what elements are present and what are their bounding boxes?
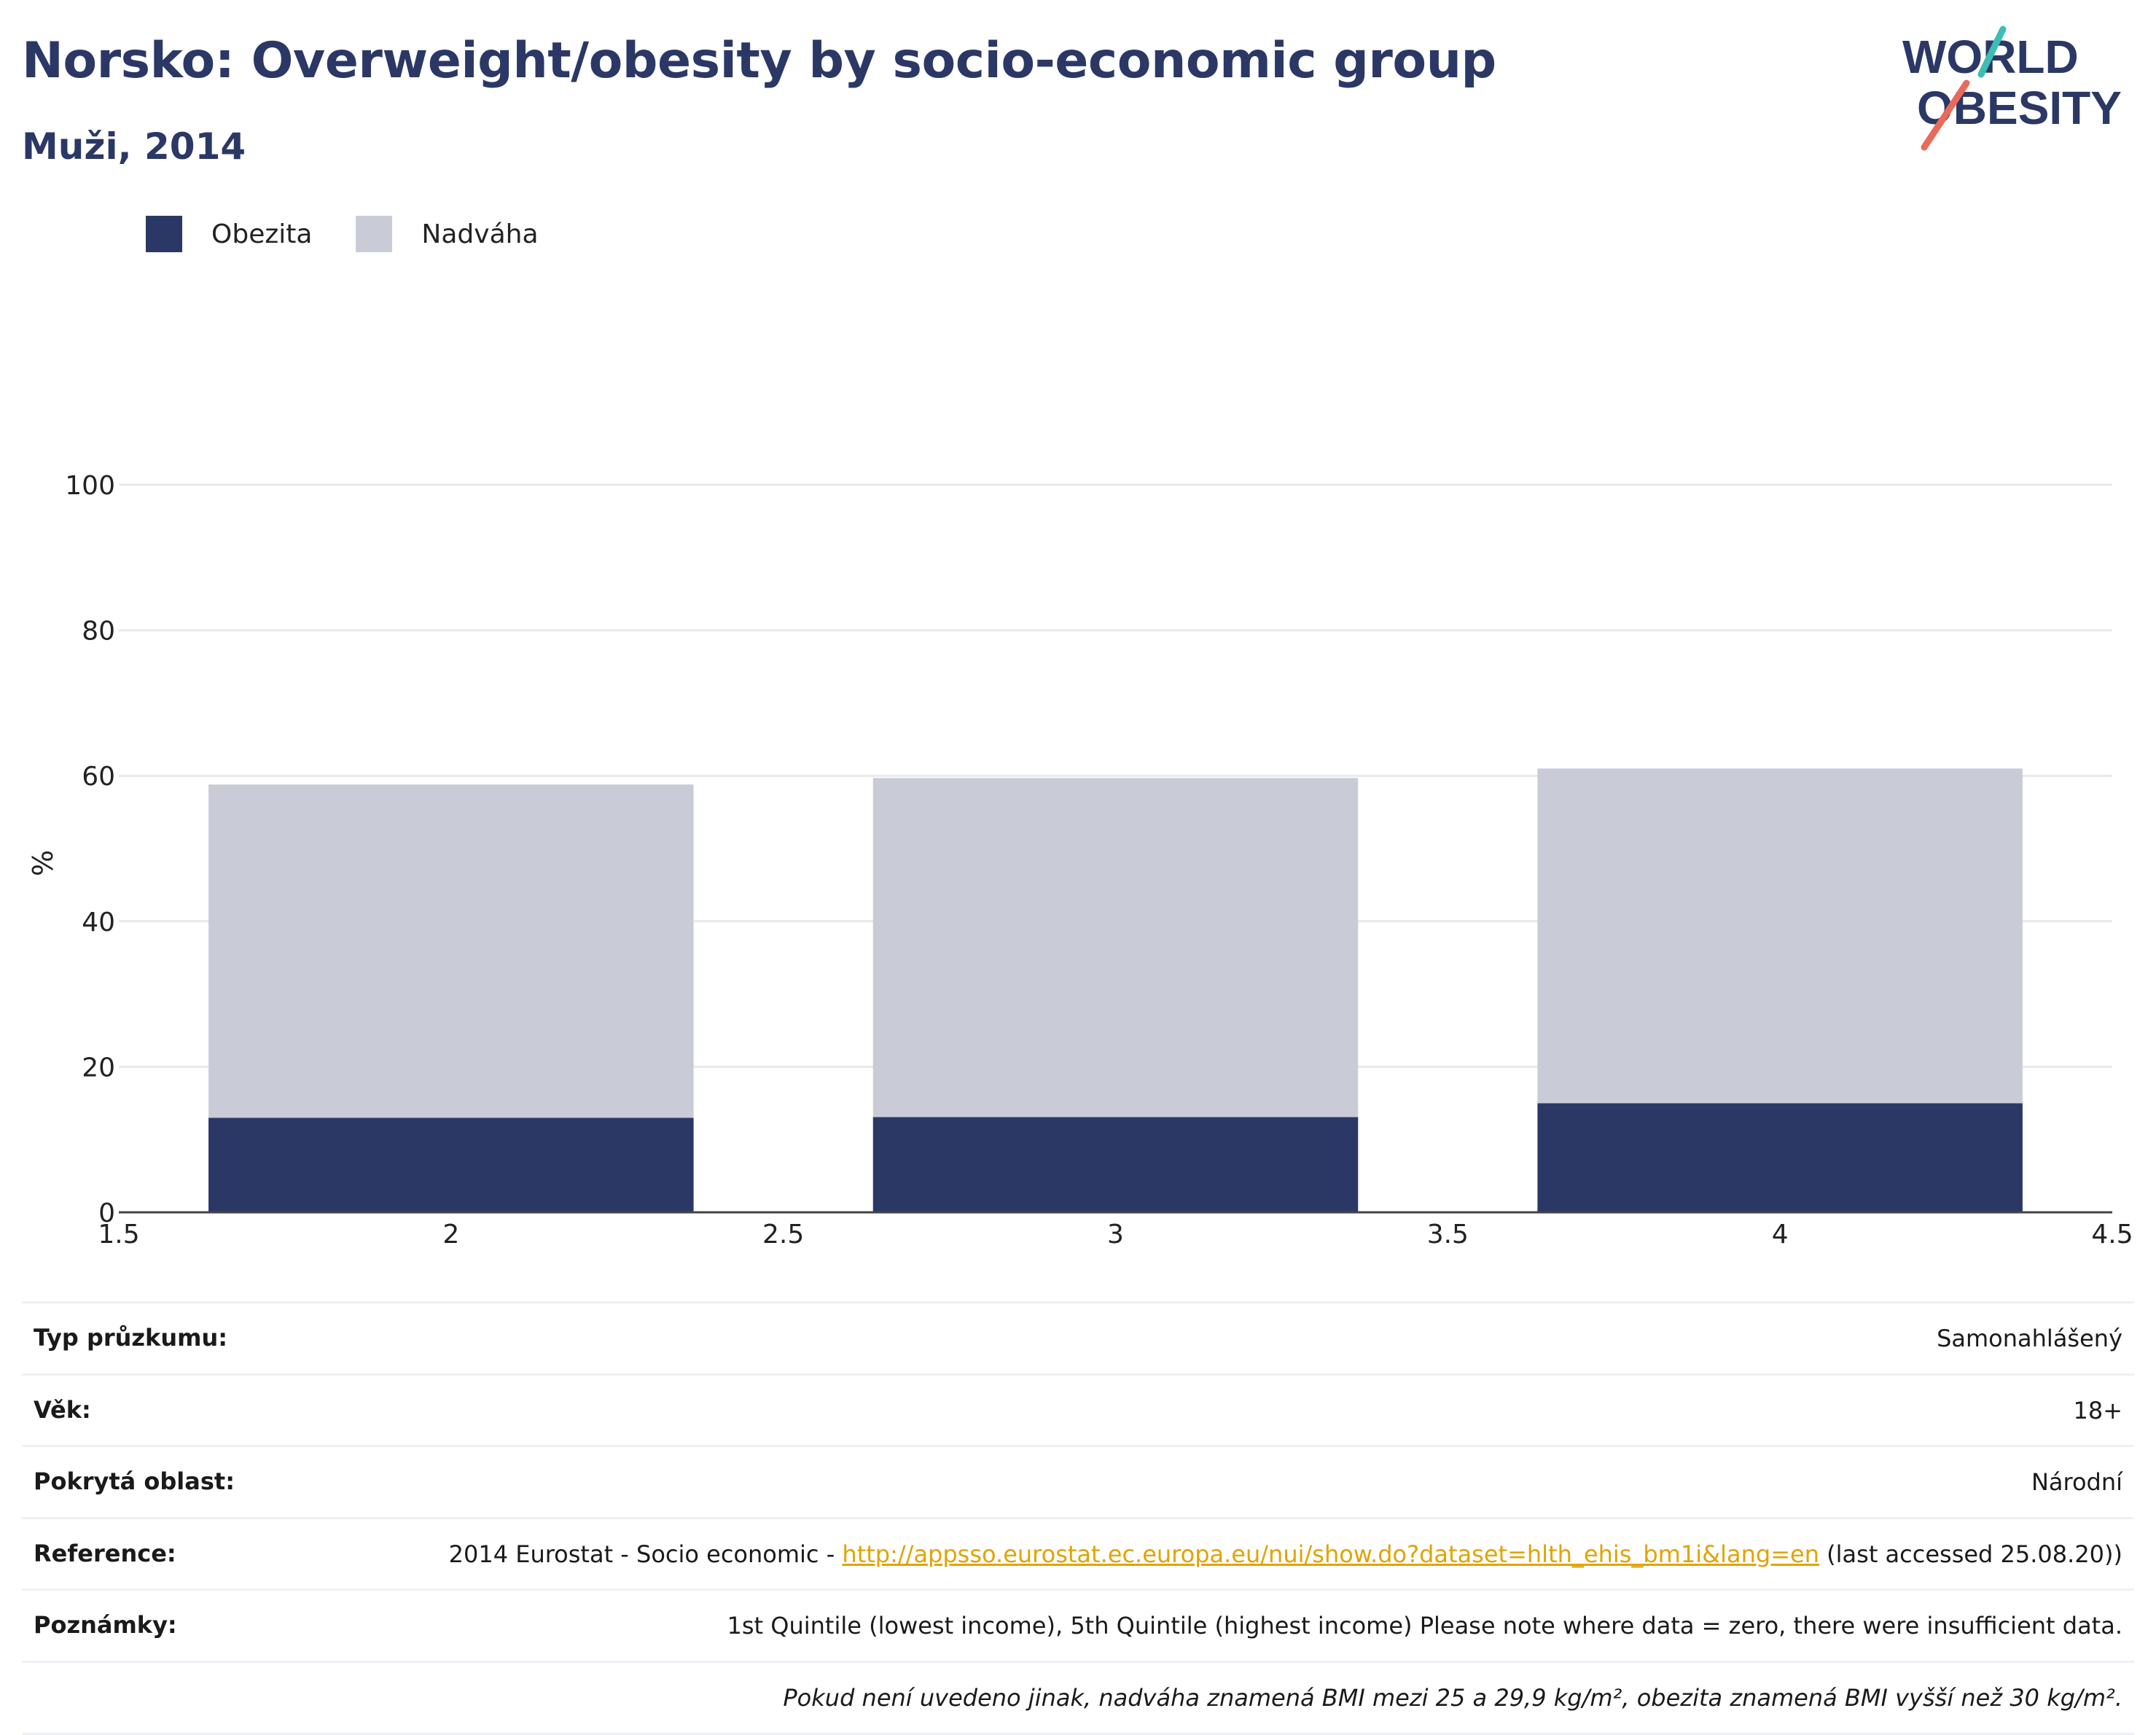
info-value-area: Národní [2031,1468,2122,1497]
info-footnote: Pokud není uvedeno jinak, nadváha znamen… [783,1683,2122,1712]
y-tick-label: 20 [82,1053,115,1083]
info-label-survey-type: Typ průzkumu: [34,1324,228,1352]
info-value-reference: 2014 Eurostat - Socio economic - http://… [424,1518,2134,1590]
legend-swatch-overweight [356,216,393,252]
reference-prefix: 2014 Eurostat - Socio economic - [448,1540,843,1568]
stacked-bar-chart: 0 20 40 60 80 100 1.5 2 2.5 3 3.5 4 4.5% [27,471,2133,1249]
logo-slash-teal [1977,26,2007,78]
y-tick-label: 80 [82,617,115,647]
reference-link[interactable]: http://appsso.eurostat.ec.europa.eu/nui/… [842,1540,1819,1568]
y-tick-label: 0 [98,1198,115,1228]
x-tick-label: 2.5 [762,1220,804,1249]
x-tick-label: 4 [1772,1220,1789,1249]
bar-overweight [208,784,694,1118]
y-tick-label: 60 [82,762,115,792]
page-subtitle: Muži, 2014 [22,125,246,168]
info-row-survey-type: Typ průzkumu: Samonahlášený [22,1302,2134,1375]
legend-item-overweight[interactable]: Nadváha [356,216,539,252]
info-row-notes: Poznámky: 1st Quintile (lowest income), … [22,1589,2134,1662]
info-row-reference: Reference: 2014 Eurostat - Socio economi… [22,1518,2134,1590]
bar-obesity [208,1118,694,1212]
info-label-reference: Reference: [34,1539,176,1567]
legend-label-overweight: Nadváha [421,219,539,249]
legend-swatch-obesity [146,216,182,252]
legend-label-obesity: Obezita [211,219,313,249]
bar-obesity [872,1117,1359,1212]
legend-item-obesity[interactable]: Obezita [146,216,312,252]
reference-suffix: (last accessed 25.08.20)) [1819,1540,2122,1568]
info-table: Typ průzkumu: Samonahlášený Věk: 18+ Pok… [22,1301,2134,1735]
bar-overweight [1537,768,2023,1104]
info-row-footnote: Pokud není uvedeno jinak, nadváha znamen… [22,1661,2134,1734]
x-tick-label: 3 [1107,1220,1124,1249]
info-label-area: Pokrytá oblast: [34,1467,235,1496]
x-tick-label: 1.5 [98,1220,139,1249]
bar-obesity [1537,1103,2023,1212]
info-value-survey-type: Samonahlášený [1937,1325,2122,1352]
info-row-area: Pokrytá oblast: Národní [22,1446,2134,1518]
info-label-notes: Poznámky: [34,1611,177,1640]
logo-slash-coral [1921,79,1970,151]
bar-overweight [872,778,1359,1118]
y-axis-label: % [27,850,59,876]
x-tick-label: 3.5 [1427,1220,1469,1249]
info-value-age: 18+ [2073,1396,2122,1424]
info-label-age: Věk: [34,1395,91,1424]
info-row-age: Věk: 18+ [22,1374,2134,1446]
chart-legend: Obezita Nadváha [146,216,582,252]
y-tick-label: 40 [82,908,115,937]
world-obesity-logo: WORLD OBESITY [1902,26,2122,151]
info-value-notes: 1st Quintile (lowest income), 5th Quinti… [727,1612,2123,1640]
y-tick-label: 100 [65,471,115,501]
x-tick-label: 2 [442,1220,459,1249]
page-title: Norsko: Overweight/obesity by socio-econ… [22,32,1496,90]
x-tick-label: 4.5 [2091,1220,2133,1249]
